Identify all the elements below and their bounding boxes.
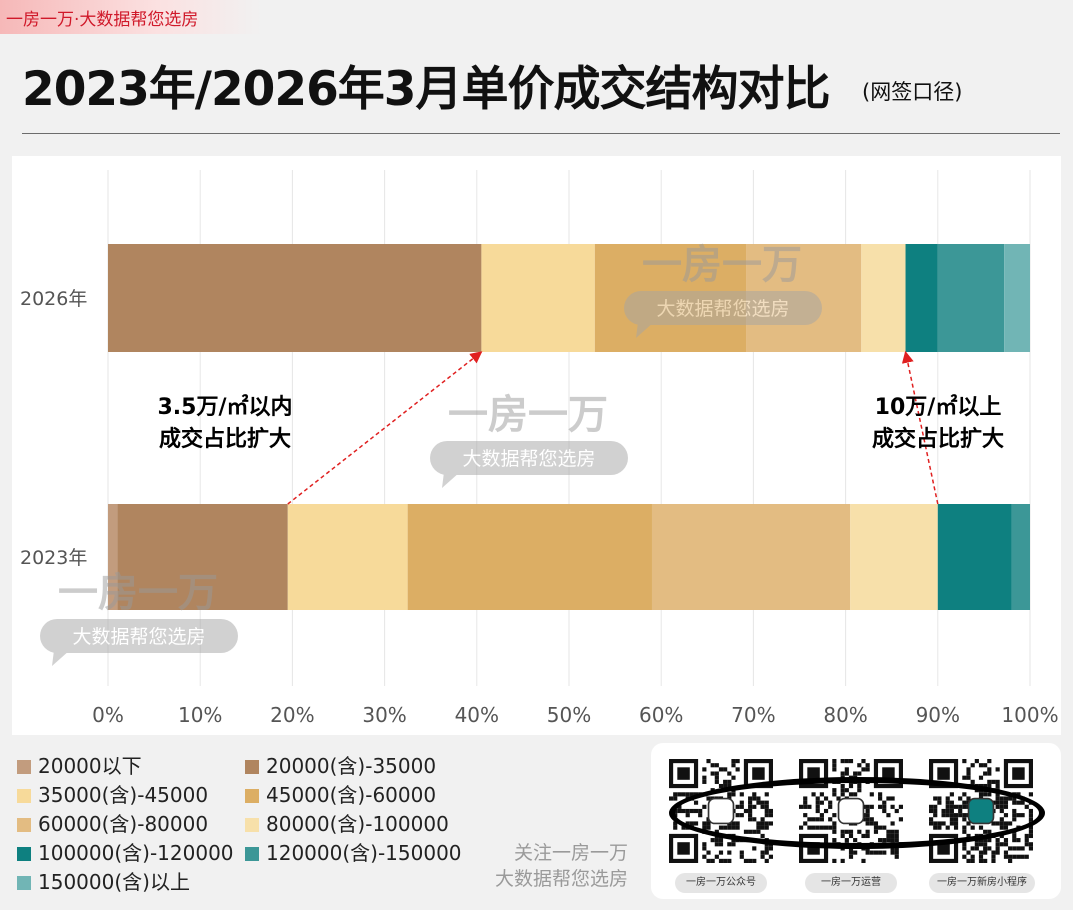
bar-segment: [287, 504, 408, 610]
x-tick-label: 50%: [547, 703, 591, 727]
category-label: 2026年: [20, 288, 87, 310]
bar-segment: [905, 244, 938, 352]
chart-panel: 2026年 2023年 0% 10% 20% 30% 40% 50% 60% 70% 80% 90% 1…: [12, 156, 1061, 735]
brand-badge-text: 一房一万·大数据帮您选房: [6, 10, 199, 30]
watermark-pill: [40, 619, 238, 653]
watermark-brand: 一房一万: [58, 570, 218, 616]
annotation-text: 成交占比扩大: [872, 426, 1004, 452]
legend-item: 60000(含)-80000: [17, 808, 208, 837]
bar-segment: [937, 244, 1005, 352]
bar-segment: [937, 504, 1012, 610]
bar-segment: [1004, 244, 1030, 352]
legend-swatch: [245, 818, 259, 832]
annotation-text: 3.5万/㎡以内: [157, 394, 292, 420]
legend-item: 100000(含)-120000: [17, 837, 234, 866]
follow-line-1: 关注一房一万: [513, 842, 628, 864]
legend-item: 20000以下: [17, 750, 142, 779]
legend-item: 80000(含)-100000: [245, 808, 449, 837]
watermark-pill-tail: [52, 650, 70, 666]
x-tick-label: 90%: [916, 703, 960, 727]
annotation-text: 10万/㎡以上: [875, 394, 1002, 420]
legend-item: 35000(含)-45000: [17, 779, 208, 808]
legend-label: 80000(含)-100000: [266, 812, 449, 836]
qr-panel: 一房一万公众号 一房一万运营 一房一万新房小程序: [651, 743, 1061, 899]
annotation-arrow: [901, 350, 939, 505]
x-tick-label: 80%: [823, 703, 867, 727]
legend-item: 20000(含)-35000: [245, 750, 436, 779]
follow-text: 关注一房一万 大数据帮您选房: [470, 840, 628, 892]
legend-swatch: [17, 760, 31, 774]
legend-item: 150000(含)以上: [17, 866, 190, 895]
watermark-pill: [624, 291, 822, 325]
legend-swatch: [245, 847, 259, 861]
x-tick-label: 60%: [639, 703, 683, 727]
annotation-text: 成交占比扩大: [159, 426, 291, 452]
x-tick-label: 10%: [178, 703, 222, 727]
legend-item: 45000(含)-60000: [245, 779, 436, 808]
bar-segment: [1011, 504, 1030, 610]
x-tick-label: 0%: [92, 703, 124, 727]
bar-segment: [407, 504, 652, 610]
watermark-tagline: 大数据帮您选房: [656, 298, 789, 320]
legend-swatch: [17, 876, 31, 890]
bar-segment: [108, 504, 118, 610]
legend-label: 35000(含)-45000: [38, 783, 209, 807]
watermark-brand: 一房一万: [448, 392, 608, 438]
bar-segment: [850, 504, 938, 610]
legend-label: 100000(含)-120000: [38, 841, 234, 865]
bar-segment: [117, 504, 288, 610]
highlight-oval: [669, 777, 1045, 849]
bar-segment: [108, 244, 482, 352]
x-tick-label: 20%: [270, 703, 314, 727]
annotation-arrow: [287, 351, 483, 505]
page-title: 2023年/2026年3月单价成交结构对比: [22, 62, 830, 117]
watermark-tagline: 大数据帮您选房: [72, 626, 205, 648]
category-label: 2023年: [20, 547, 87, 569]
legend-label: 60000(含)-80000: [38, 812, 209, 836]
legend-swatch: [17, 818, 31, 832]
legend-label: 20000(含)-35000: [266, 754, 437, 778]
stacked-bar-chart: 2026年 2023年 0% 10% 20% 30% 40% 50% 60% 70% 80% 90% 1…: [20, 170, 1059, 727]
page-subtitle: (网签口径): [862, 80, 963, 104]
legend-label: 150000(含)以上: [38, 870, 190, 894]
x-tick-label: 40%: [455, 703, 499, 727]
legend-label: 45000(含)-60000: [266, 783, 437, 807]
legend-swatch: [245, 789, 259, 803]
bar-segment: [651, 504, 851, 610]
bar-segment: [481, 244, 595, 352]
x-tick-label: 100%: [1001, 703, 1058, 727]
watermark-pill-tail: [636, 322, 654, 338]
watermark-pill-tail: [442, 472, 460, 488]
legend-swatch: [17, 847, 31, 861]
qr-label: 一房一万运营: [805, 873, 897, 893]
x-tick-label: 70%: [731, 703, 775, 727]
title-divider: [22, 133, 1060, 134]
brand-badge: 一房一万·大数据帮您选房: [0, 0, 262, 34]
legend-swatch: [245, 760, 259, 774]
legend-label: 120000(含)-150000: [266, 841, 462, 865]
legend-item: 120000(含)-150000: [245, 837, 462, 866]
watermark-tagline: 大数据帮您选房: [462, 448, 595, 470]
x-tick-label: 30%: [362, 703, 406, 727]
follow-line-2: 大数据帮您选房: [494, 868, 628, 890]
qr-label: 一房一万公众号: [675, 873, 767, 893]
legend-swatch: [17, 789, 31, 803]
bar-segment: [861, 244, 906, 352]
qr-label: 一房一万新房小程序: [929, 873, 1035, 893]
watermark-pill: [430, 441, 628, 475]
legend-label: 20000以下: [38, 754, 142, 778]
watermark-brand: 一房一万: [642, 242, 802, 288]
